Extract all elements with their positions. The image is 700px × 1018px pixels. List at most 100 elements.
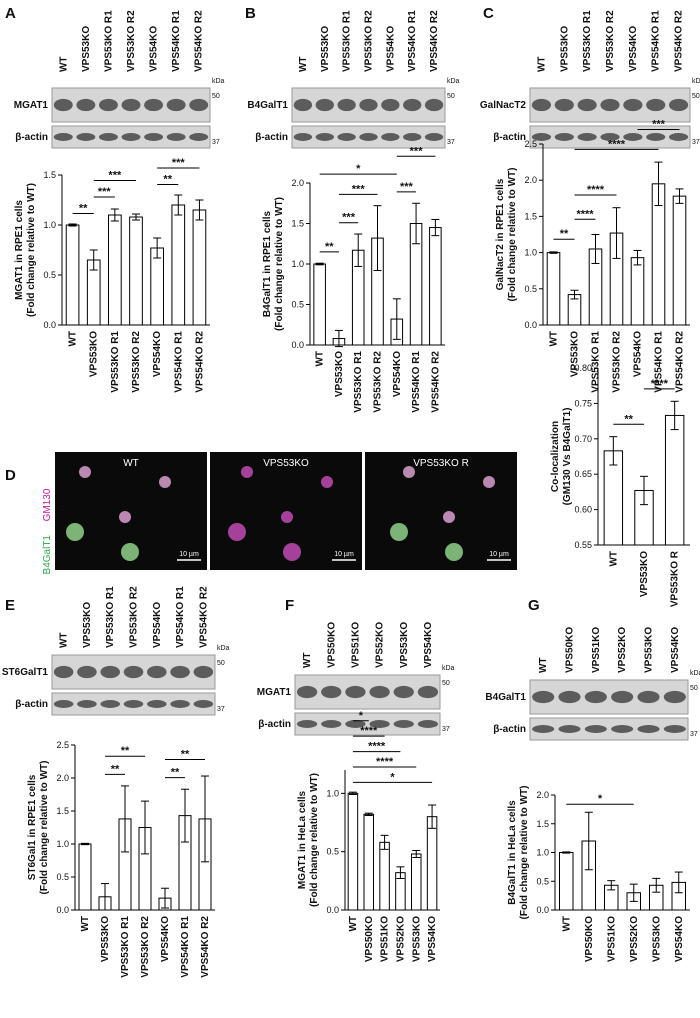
lane-label: VPS53KO R2 <box>129 586 140 648</box>
lane-label: VPS53KO <box>644 627 655 673</box>
x-tick-label: VPS53KO <box>89 331 100 377</box>
x-tick-label: VPS50KO <box>584 916 595 962</box>
blot-band <box>637 725 660 733</box>
x-tick-label: VPS53KO R2 <box>131 331 142 393</box>
lane-label: VPS53KO <box>399 622 410 668</box>
lane-label: VPS50KO <box>326 622 337 668</box>
golgi-signal <box>281 511 293 523</box>
bar <box>379 841 390 911</box>
x-tick-label: VPS50KO <box>364 916 375 962</box>
lane-label: VPS51KO <box>350 622 361 668</box>
blot-band <box>393 685 414 699</box>
y-tick-label: 1.5 <box>43 170 56 180</box>
blot-band <box>100 700 120 708</box>
significance-label: ** <box>163 174 172 186</box>
blot-band <box>98 133 118 141</box>
blot-band <box>623 98 643 112</box>
x-tick-label: VPS53KO R2 <box>612 331 623 393</box>
x-tick-label: WT <box>315 351 326 367</box>
x-tick-label: VPS53KO R2 <box>140 916 151 978</box>
significance-label: *** <box>342 212 356 224</box>
blot-band <box>611 690 634 704</box>
golgi-signal <box>283 543 301 561</box>
lane-label: WT <box>538 657 549 673</box>
y-axis-label: (Fold change relative to WT) <box>274 197 285 331</box>
bar <box>129 216 143 326</box>
significance-label: **** <box>608 138 626 150</box>
blot-band <box>600 98 620 112</box>
y-axis-label: (GM130 Vs B4GalT1) <box>562 408 573 506</box>
lane-label: VPS53KO R2 <box>364 10 375 72</box>
blot-band <box>189 98 209 112</box>
blot-band <box>296 685 318 699</box>
blot-band <box>345 720 366 728</box>
significance-label: *** <box>410 145 424 157</box>
bar <box>664 414 685 546</box>
y-tick-label: 0.5 <box>291 300 304 310</box>
blot-band <box>403 98 422 112</box>
blot-band <box>403 133 422 141</box>
blot-band <box>623 133 643 141</box>
lane-label: VPS53KO <box>81 26 92 72</box>
golgi-signal <box>445 543 463 561</box>
blot-band <box>337 98 356 112</box>
scale-label: 10 µm <box>334 551 354 558</box>
blot-band <box>381 98 400 112</box>
golgi-signal <box>159 476 171 488</box>
bar <box>429 227 442 346</box>
blot-strip <box>294 712 441 736</box>
kda-marker: 37 <box>217 706 225 713</box>
lane-label: VPS53KO R2 <box>605 10 616 72</box>
lane-label: WT <box>298 56 309 72</box>
y-axis-label: MGAT1 in HeLa cells <box>297 790 308 889</box>
y-axis-label: (Fold change relative to WT) <box>309 773 320 907</box>
band-label: β-actin <box>493 132 526 143</box>
blot-band <box>646 98 666 112</box>
lane-label: WT <box>58 56 69 72</box>
x-tick-label: WT <box>348 916 359 932</box>
significance-label: *** <box>98 186 112 198</box>
channel-label: B4GalT1 <box>42 535 53 575</box>
x-tick-label: VPS54KO R2 <box>675 331 686 393</box>
x-tick-label: VPS53KO R1 <box>120 916 131 978</box>
blot-band <box>637 690 660 704</box>
blot-band <box>417 685 439 699</box>
blot-band <box>531 133 552 141</box>
bar <box>630 257 645 326</box>
bar <box>363 813 374 911</box>
y-axis-label: (Fold change relative to WT) <box>26 183 37 317</box>
kda-label: kDa <box>690 670 700 677</box>
blot-band <box>123 665 144 679</box>
blot-band <box>170 665 190 679</box>
y-tick-label: 1.0 <box>536 848 549 858</box>
y-tick-label: 0.0 <box>326 905 339 915</box>
x-tick-label: VPS53KO <box>100 916 111 962</box>
x-tick-label: VPS53KO R1 <box>110 331 121 393</box>
blot-band <box>147 665 167 679</box>
blot-band <box>345 685 366 699</box>
blot-band <box>53 98 73 112</box>
blot-band <box>337 133 356 141</box>
significance-label: ** <box>171 767 180 779</box>
x-tick-label: VPS53KO <box>570 331 581 377</box>
x-tick-label: VPS53KO <box>334 351 345 397</box>
lane-label: WT <box>59 632 70 648</box>
kda-label: kDa <box>447 78 460 85</box>
lane-label: VPS53KO R1 <box>342 10 353 72</box>
significance-label: *** <box>108 170 122 182</box>
kda-marker: 37 <box>212 139 220 146</box>
blot-band <box>121 98 141 112</box>
significance-label: *** <box>352 183 366 195</box>
blot-band <box>584 690 607 704</box>
x-tick-label: VPS54KO <box>152 331 163 377</box>
significance-label: * <box>356 163 361 175</box>
lane-label: VPS54KO R2 <box>674 10 685 72</box>
significance-label: **** <box>576 208 594 220</box>
blot-band <box>144 98 164 112</box>
lane-label: VPS50KO <box>565 627 576 673</box>
lane-label: VPS52KO <box>617 627 628 673</box>
y-tick-label: 1.5 <box>536 819 549 829</box>
x-tick-label: VPS51KO <box>606 916 617 962</box>
panel-letter: A <box>5 5 16 22</box>
y-tick-label: 0.0 <box>536 905 549 915</box>
